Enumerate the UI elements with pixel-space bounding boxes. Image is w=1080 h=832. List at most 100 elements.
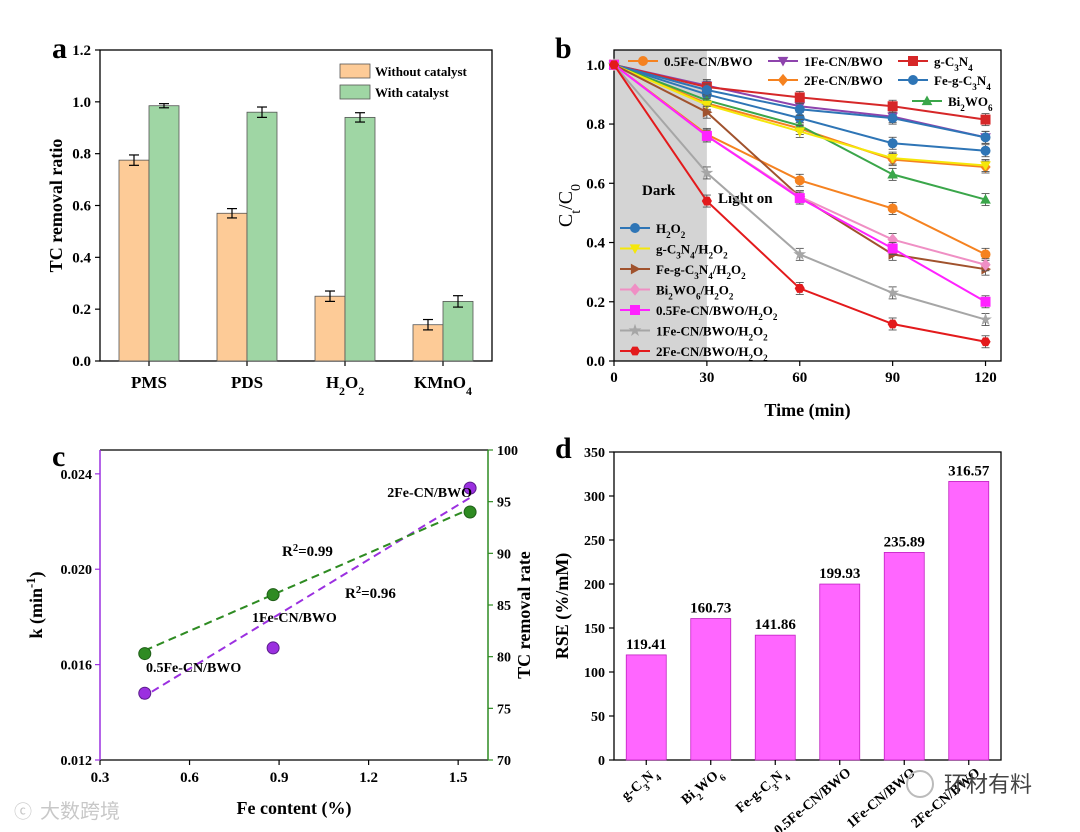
- data-point: [702, 106, 713, 118]
- data-point: [794, 193, 805, 204]
- bar: [246, 111, 278, 362]
- dark-label: Dark: [642, 183, 676, 199]
- bar: [412, 324, 444, 362]
- legend-label: g-C3N4/H2O2: [656, 242, 728, 261]
- bar: [754, 634, 796, 761]
- point-label: 0.5Fe-CN/BWO: [146, 661, 241, 676]
- data-point: [980, 194, 991, 204]
- y-axis-title: Ct/C0: [555, 184, 584, 227]
- data-point: [980, 145, 991, 156]
- y-tick-label: 0.8: [72, 147, 91, 163]
- y-right-tick-label: 100: [497, 444, 518, 459]
- y-tick-label: 0.6: [72, 199, 91, 215]
- data-point: [887, 319, 898, 329]
- data-point: [701, 130, 712, 141]
- panel-c-scatter-chart: 0.3 0.6 0.9 1.2 1.5 0.012 0.016 0.020 0.024 70 75 8…: [24, 444, 534, 819]
- y-right-tick-label: 85: [497, 599, 511, 614]
- data-point: [701, 196, 712, 206]
- legend-marker: [629, 283, 641, 296]
- wechat-icon: [906, 770, 934, 798]
- data-point: [794, 284, 805, 293]
- watermark-left: ⓒ 大数跨境: [14, 799, 120, 823]
- legend-label: 0.5Fe-CN/BWO/H2O2: [656, 303, 778, 322]
- y-right-tick-label: 90: [497, 547, 511, 562]
- legend-label: Fe-g-C3N4: [934, 73, 991, 92]
- data-point: [980, 132, 991, 143]
- x-tick-label: 1.5: [449, 770, 468, 786]
- legend-marker: [628, 323, 642, 336]
- x-axis-title: Time (min): [764, 400, 850, 421]
- y-left-tick-label: 0.012: [61, 754, 93, 769]
- x-tick-label: 120: [974, 370, 997, 386]
- y-tick-label: 0.4: [586, 236, 605, 252]
- x-tick-label: 0.6: [180, 770, 199, 786]
- tc-point: [138, 647, 152, 661]
- y-tick-label: 1.2: [72, 43, 91, 59]
- legend-marker: [921, 95, 933, 106]
- y-left-tick-label: 0.024: [61, 468, 93, 483]
- x-tick-label: PDS: [231, 373, 263, 392]
- x-tick-label: PMS: [131, 373, 167, 392]
- bar: [883, 552, 925, 761]
- legend-swatch: [339, 63, 371, 79]
- legend-marker: [630, 223, 640, 233]
- bar-value-label: 235.89: [884, 534, 925, 550]
- x-tick-label: 1.2: [359, 770, 378, 786]
- data-point: [701, 84, 712, 95]
- legend-label: With catalyst: [375, 85, 449, 100]
- x-tick-label: 30: [699, 370, 714, 386]
- legend-label: 0.5Fe-CN/BWO: [664, 54, 752, 69]
- x-tick-label: 0.9: [270, 770, 289, 786]
- data-point: [887, 113, 898, 124]
- y-tick-label: 0.6: [586, 176, 605, 192]
- legend-marker: [630, 305, 640, 315]
- y-right-tick-label: 75: [497, 702, 511, 717]
- legend-marker: [908, 56, 918, 66]
- data-point: [886, 286, 900, 299]
- y-tick-label: 0.4: [72, 250, 91, 266]
- bar: [148, 105, 180, 362]
- bar: [344, 116, 376, 362]
- x-tick-label: 90: [885, 370, 900, 386]
- legend-marker: [777, 73, 789, 87]
- y-tick-label: 1.0: [586, 58, 605, 74]
- k-point: [266, 641, 280, 655]
- y-left-tick-label: 0.016: [61, 659, 93, 674]
- panel-label-a: a: [52, 32, 67, 65]
- x-tick-label: Bi2WO6: [679, 766, 728, 812]
- panel-label-c: c: [52, 440, 65, 473]
- x-tick-label: 60: [792, 370, 807, 386]
- y-right-tick-label: 80: [497, 651, 511, 666]
- legend-label: g-C3N4: [934, 54, 973, 73]
- y-tick-label: 300: [584, 490, 605, 505]
- bar: [216, 212, 248, 362]
- watermark-icon: ⓒ: [14, 802, 32, 823]
- data-point: [887, 203, 898, 214]
- data-point: [700, 166, 714, 179]
- data-point: [794, 175, 805, 186]
- data-point: [608, 60, 620, 70]
- bar: [118, 159, 150, 362]
- x-tick-label: 1Fe-CN/BWO: [844, 766, 919, 832]
- fit-k-r2-label: R2=0.96: [345, 585, 396, 603]
- data-point: [887, 154, 898, 164]
- y-tick-label: 50: [591, 710, 605, 725]
- bar: [442, 300, 474, 362]
- legend-marker: [629, 346, 641, 356]
- panel-label-b: b: [555, 32, 572, 65]
- point-label: 2Fe-CN/BWO: [387, 486, 472, 501]
- x-tick-label: H2O2: [326, 373, 364, 398]
- y-tick-label: 0.0: [586, 354, 605, 370]
- panel-d-bar-chart: 0 50 100 150 200 250 300 350 RSE (%/mM) 119.41 g-C…: [552, 446, 1002, 832]
- legend-marker: [908, 75, 918, 85]
- data-point: [793, 247, 807, 260]
- data-point: [980, 258, 991, 271]
- bar-value-label: 316.57: [948, 463, 990, 479]
- y-tick-label: 1.0: [72, 95, 91, 111]
- legend-label: 2Fe-CN/BWO: [804, 73, 883, 88]
- y-right-axis-title: TC removal rate: [514, 551, 534, 679]
- data-point: [887, 243, 898, 254]
- fit-tc-r2-label: R2=0.99: [282, 543, 333, 561]
- legend-swatch: [339, 84, 371, 100]
- legend-label: Bi2WO6: [948, 94, 993, 113]
